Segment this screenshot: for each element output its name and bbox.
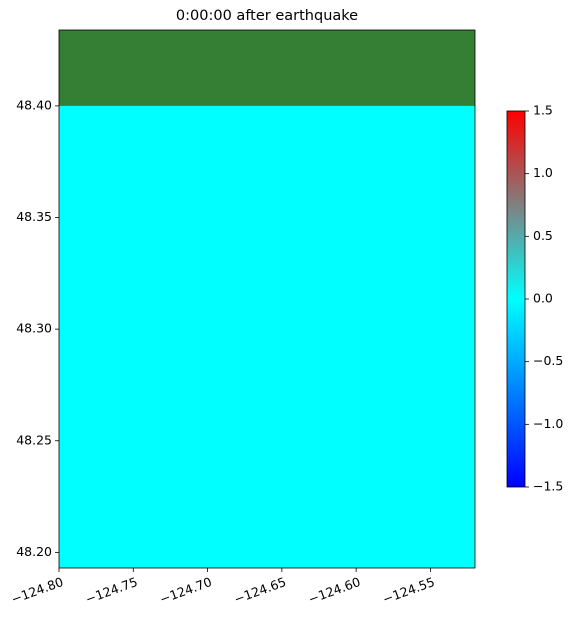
y-tick-label: 48.30	[16, 321, 52, 336]
y-tick-label: 48.25	[16, 432, 52, 447]
x-tick-label: −124.70	[158, 574, 214, 607]
y-tick-label: 48.20	[16, 544, 52, 559]
y-tick-label: 48.35	[16, 209, 52, 224]
x-tick-label: −124.55	[381, 574, 437, 607]
colorbar-tick-label: −1.5	[533, 479, 563, 494]
colorbar-tick-label: 0.0	[533, 291, 553, 306]
colorbar-tick-label: 1.5	[533, 103, 553, 118]
plot-frame	[58, 29, 476, 569]
land	[59, 30, 475, 106]
x-tick-label: −124.65	[232, 574, 288, 607]
x-tick-label: −124.80	[9, 574, 65, 607]
colorbar-tick-label: 1.0	[533, 165, 553, 180]
colorbar	[506, 110, 526, 488]
water	[59, 30, 475, 568]
colorbar-tick-label: −0.5	[533, 353, 563, 368]
colorbar-tick-label: 0.5	[533, 228, 553, 243]
y-tick-label: 48.40	[16, 97, 52, 112]
x-tick-label: −124.60	[306, 574, 362, 607]
chart-title: 0:00:00 after earthquake	[176, 8, 358, 24]
colorbar-tick-label: −1.0	[533, 416, 563, 431]
x-tick-label: −124.75	[83, 574, 139, 607]
